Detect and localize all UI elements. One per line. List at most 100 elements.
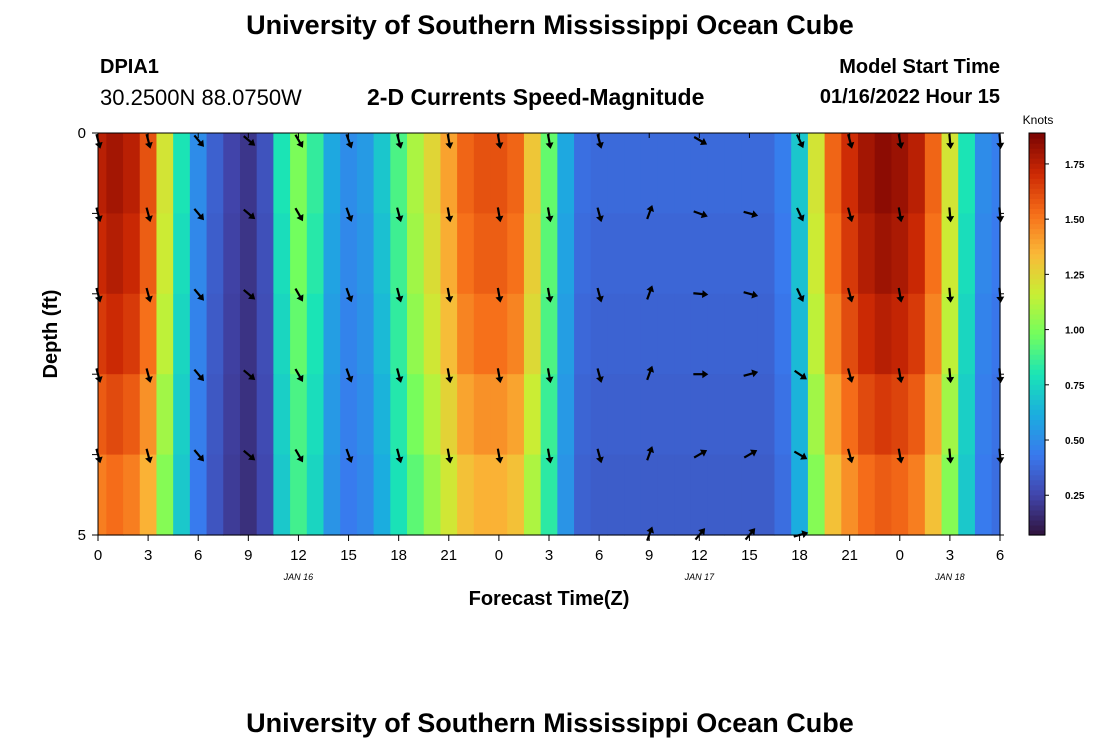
heatmap-cell — [874, 133, 893, 214]
current-arrow — [596, 133, 604, 149]
arrow-head — [698, 528, 706, 536]
heatmap-cell — [407, 374, 425, 456]
heatmap-cell — [457, 293, 475, 375]
heatmap-cell — [407, 213, 425, 295]
arrow-head — [946, 457, 955, 464]
colorbar-title: Knots — [1023, 113, 1054, 127]
heatmap-cell — [858, 293, 876, 375]
heatmap-cell — [874, 213, 893, 295]
heatmap-cell — [239, 374, 258, 456]
current-arrow — [294, 134, 304, 148]
current-arrow — [846, 368, 855, 383]
heatmap-cell — [106, 133, 124, 214]
arrow-head — [846, 215, 855, 223]
heatmap-cell — [139, 133, 158, 214]
heatmap-cell — [607, 293, 625, 375]
heatmap-cell — [356, 374, 375, 456]
heatmap-cell — [958, 213, 976, 295]
arrow-head — [145, 215, 153, 223]
heatmap-cell — [908, 293, 926, 375]
colorbar-segment — [1029, 464, 1045, 471]
heatmap-cell — [239, 213, 258, 295]
heatmap-cell — [690, 454, 709, 536]
colorbar-segment — [1029, 173, 1045, 179]
colorbar-segment — [1029, 369, 1045, 375]
current-arrow — [345, 207, 354, 222]
arrow-head — [846, 456, 855, 464]
heatmap-cell — [490, 374, 508, 456]
heatmap-cell — [574, 293, 592, 375]
colorbar-segment — [1029, 514, 1045, 521]
arrow-head — [296, 213, 304, 222]
heatmap-cell — [690, 213, 709, 295]
colorbar-segment — [1029, 233, 1045, 240]
heatmap-cell — [807, 454, 826, 536]
heatmap-cell — [273, 454, 291, 536]
heatmap-cell — [390, 454, 408, 536]
station-coordinates: 30.2500N 88.0750W — [100, 85, 302, 110]
arrow-head — [248, 292, 256, 300]
colorbar-segment — [1029, 313, 1045, 320]
heatmap-cell — [841, 454, 859, 536]
current-arrow — [294, 448, 304, 463]
arrow-head — [94, 456, 103, 464]
arrow-head — [248, 373, 256, 380]
heatmap-cell — [974, 454, 993, 536]
heatmap-cell — [473, 374, 492, 456]
current-arrow — [445, 133, 454, 149]
heatmap-cell — [490, 454, 508, 536]
x-tick-label: 6 — [595, 547, 603, 564]
arrow-head — [296, 374, 304, 382]
heatmap-cell — [791, 454, 809, 536]
heatmap-cell — [841, 293, 859, 375]
heatmap-cell — [156, 133, 174, 214]
current-arrow — [145, 448, 153, 464]
colorbar-segment — [1029, 293, 1045, 300]
heatmap-cell — [941, 374, 959, 456]
heatmap-cell — [640, 133, 659, 214]
arrow-head — [896, 376, 905, 384]
arrow-head — [596, 376, 604, 383]
current-arrow — [145, 207, 153, 223]
arrow-head — [197, 293, 205, 301]
arrow-head — [946, 296, 955, 303]
current-arrow — [693, 449, 708, 459]
colorbar-tick-label: 1.50 — [1065, 215, 1085, 226]
heatmap-cell — [741, 133, 759, 214]
colorbar-segment — [1029, 133, 1045, 139]
heatmap-cell — [824, 293, 842, 375]
arrow-head — [646, 365, 655, 373]
heatmap-cell — [958, 133, 976, 214]
current-arrow — [793, 450, 808, 460]
heatmap-cell — [640, 213, 659, 295]
current-arrow — [193, 368, 205, 382]
colorbar-segment — [1029, 298, 1045, 305]
current-arrow — [896, 287, 905, 303]
heatmap-cell — [239, 454, 258, 536]
colorbar-segment — [1029, 374, 1045, 380]
arrow-head — [145, 141, 153, 149]
x-tick-label: 3 — [946, 547, 954, 564]
heatmap-cell — [824, 374, 842, 456]
arrow-head — [701, 290, 709, 299]
page-title-repeat: University of Southern Mississippi Ocean… — [246, 708, 854, 738]
heatmap-cell — [924, 374, 943, 456]
heatmap-cell — [674, 374, 692, 456]
x-tick-label: 21 — [841, 547, 858, 564]
current-vectors — [94, 133, 1005, 542]
arrow-head — [846, 141, 855, 149]
heatmap-cell — [273, 374, 291, 456]
heatmap-cell — [807, 133, 826, 214]
heatmap-cell — [858, 213, 876, 295]
heatmap-cell — [757, 454, 776, 536]
heatmap-cell — [473, 454, 492, 536]
x-tick-label: 9 — [244, 547, 252, 564]
current-arrow — [646, 285, 655, 300]
colorbar-segment — [1029, 364, 1045, 370]
arrow-head — [596, 215, 604, 223]
heatmap-cell — [557, 133, 575, 214]
current-arrow — [545, 207, 554, 223]
y-axis: 05 — [78, 125, 1004, 544]
heatmap-cell — [290, 293, 308, 375]
heatmap-cell — [290, 454, 308, 536]
